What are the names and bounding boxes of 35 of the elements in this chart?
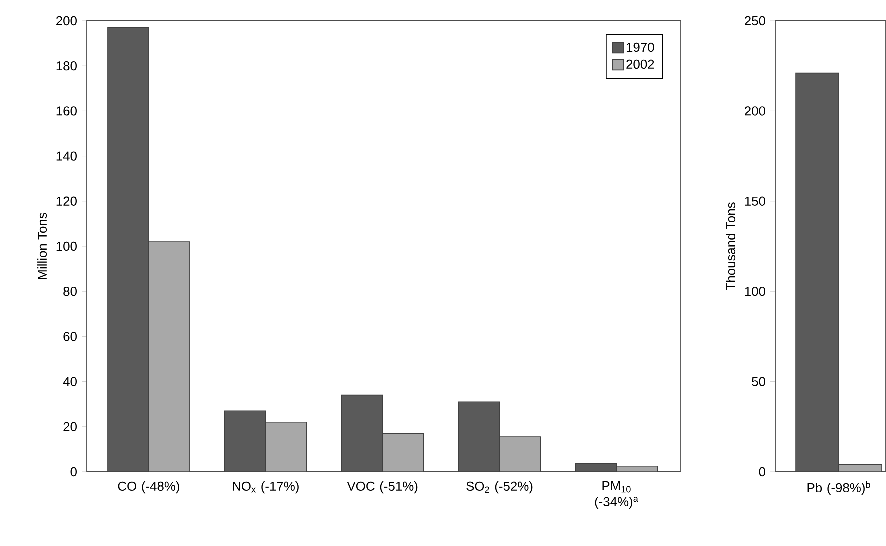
- y-tick-label: 80: [64, 287, 77, 296]
- bar: [499, 436, 542, 472]
- bar: [148, 242, 190, 472]
- y-tick-label: 100: [56, 242, 77, 252]
- x-tick-label: Pb (-98%)$^{b}$: [808, 482, 870, 496]
- legend-label: 1970: [626, 42, 654, 52]
- y-tick-label: 150: [745, 196, 766, 206]
- bar: [224, 410, 266, 472]
- bar: [458, 402, 500, 472]
- x-tick-label: SO$_{2}$ (-52%): [466, 482, 533, 494]
- x-tick-label: VOC (-51%): [347, 482, 418, 494]
- x-tick-label: PM$_{10}$ (-34%)$^{a}$: [595, 482, 638, 510]
- y-tick-label: 100: [745, 287, 766, 296]
- y-tick-label: 200: [56, 16, 77, 26]
- bar: [382, 434, 424, 472]
- y-tick-label: 0: [759, 467, 766, 477]
- y-tick-label: 160: [56, 106, 77, 116]
- y-axis-title: Million Tons: [38, 213, 48, 280]
- y-tick-label: 180: [56, 62, 77, 71]
- y-tick-label: 200: [745, 106, 766, 116]
- x-tick-label: CO (-48%): [118, 482, 180, 494]
- y-tick-label: 140: [56, 152, 77, 161]
- bar: [108, 27, 150, 472]
- y-tick-label: 40: [63, 377, 77, 386]
- y-tick-label: 50: [752, 377, 766, 386]
- y-tick-label: 120: [56, 196, 77, 206]
- x-tick-label: NO$_{x}$ (-17%): [233, 482, 299, 494]
- y-tick-label: 20: [64, 422, 77, 432]
- y-axis-title: Thousand Tons: [726, 202, 736, 290]
- bar: [342, 395, 383, 472]
- y-tick-label: 0: [70, 467, 77, 477]
- bar: [266, 422, 308, 472]
- y-tick-label: 250: [745, 16, 766, 26]
- y-tick-label: 60: [64, 332, 77, 342]
- legend-label: 2002: [626, 60, 654, 70]
